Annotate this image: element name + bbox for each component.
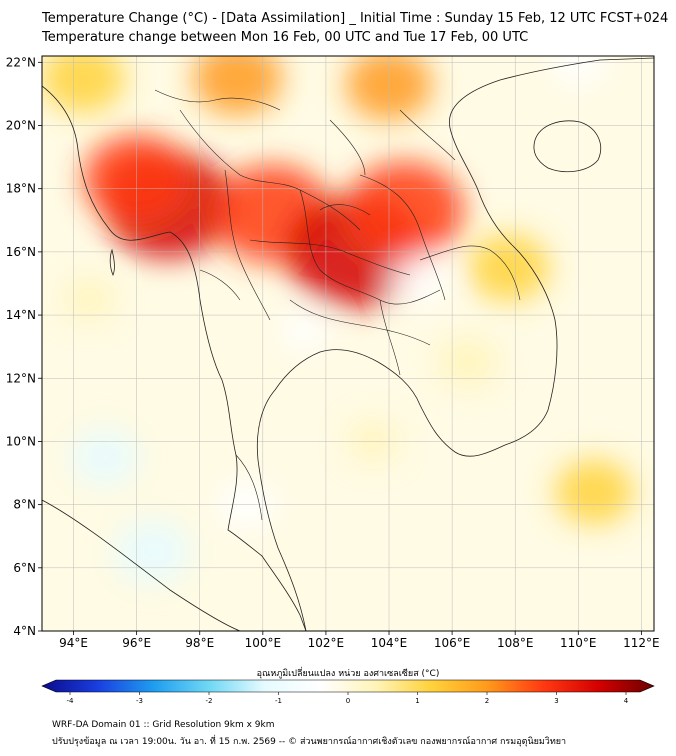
colorbar-tick-label: -2	[206, 697, 213, 705]
lon-label: 106°E	[434, 636, 471, 650]
field-blob	[277, 309, 330, 353]
colorbar-tick-label: 4	[624, 697, 629, 705]
lon-label: 112°E	[623, 636, 660, 650]
field-blob	[63, 277, 116, 321]
footer-model-info: WRF-DA Domain 01 :: Grid Resolution 9km …	[52, 720, 275, 730]
temperature-field	[42, 56, 633, 585]
border-11	[235, 454, 263, 521]
lon-label: 96°E	[122, 636, 151, 650]
coastline-andaman	[109, 248, 115, 277]
map-title: Temperature Change (°C) - [Data Assimila…	[42, 11, 669, 26]
colorbar-tick-label: 0	[346, 697, 350, 705]
border-2	[224, 169, 271, 321]
field-blob	[70, 428, 140, 487]
lat-label: 20°N	[6, 119, 36, 133]
field-blob	[437, 337, 499, 388]
lat-label: 16°N	[6, 245, 36, 259]
field-blob	[113, 519, 192, 585]
coastline-sumatra	[42, 499, 241, 631]
border-5	[249, 239, 411, 276]
colorbar-tick-label: 1	[415, 697, 419, 705]
lon-label: 102°E	[308, 636, 345, 650]
lon-label: 98°E	[185, 636, 214, 650]
border-4	[359, 174, 446, 301]
coastlines	[42, 57, 654, 631]
lat-label: 4°N	[13, 624, 36, 638]
border-3	[299, 189, 441, 305]
field-blob	[192, 56, 283, 116]
colorbar-tick-label: -4	[67, 697, 75, 705]
border-13	[329, 119, 366, 176]
coastline-gulf	[256, 57, 654, 631]
coastline-mainland	[42, 85, 307, 631]
field-blob	[555, 459, 633, 525]
colorbar-tick-label: -3	[136, 697, 143, 705]
admin-borders	[154, 89, 521, 521]
colorbar-tick-label: 3	[554, 697, 558, 705]
lat-label: 6°N	[13, 561, 36, 575]
field-blob	[42, 56, 125, 113]
lon-label: 110°E	[560, 636, 597, 650]
border-7	[379, 299, 401, 376]
field-blob	[390, 255, 451, 306]
map-subtitle: Temperature change between Mon 16 Feb, 0…	[42, 30, 529, 45]
field-blob	[345, 161, 464, 261]
lat-label: 8°N	[13, 498, 36, 512]
map-axes: 22°N 20°N 18°N 16°N 14°N 12°N 10°N 8°N 6°N 4°N 94°…	[6, 55, 660, 650]
border-8	[419, 245, 521, 301]
border-12	[154, 89, 281, 111]
temperature-change-map: 22°N 20°N 18°N 16°N 14°N 12°N 10°N 8°N 6°N 4°N 94°…	[6, 55, 660, 705]
lon-label: 94°E	[59, 636, 88, 650]
field-blob	[468, 234, 550, 302]
colorbar-title: อุณหภูมิเปลี่ยนแปลง หน่วย องศาเซลเซียส (…	[257, 666, 440, 679]
colorbar-ticks: -4 -3 -2 -1 0 1 2 3 4	[67, 692, 629, 705]
border-10	[199, 269, 241, 301]
gridlines	[42, 56, 654, 631]
coastline-hainan	[533, 120, 602, 173]
lon-label: 108°E	[497, 636, 534, 650]
lat-label: 14°N	[6, 308, 36, 322]
lon-label: 104°E	[371, 636, 408, 650]
footer-update-info: ปรับปรุงข้อมูล ณ เวลา 19:00น. วัน อา. ที…	[52, 737, 567, 747]
colorbar: อุณหภูมิเปลี่ยนแปลง หน่วย องศาเซลเซียส (…	[41, 666, 655, 705]
colorbar-tick-label: 2	[485, 697, 489, 705]
border-6	[289, 299, 431, 346]
map-frame	[41, 55, 655, 632]
colorbar-bar	[41, 679, 655, 693]
lat-label: 18°N	[6, 182, 36, 196]
border-14	[399, 109, 456, 161]
lat-label: 10°N	[6, 434, 36, 448]
lat-label: 22°N	[6, 55, 36, 69]
lat-label: 12°N	[6, 371, 36, 385]
border-9	[319, 204, 371, 216]
colorbar-tick-label: -1	[275, 697, 282, 705]
lon-label: 100°E	[245, 636, 282, 650]
